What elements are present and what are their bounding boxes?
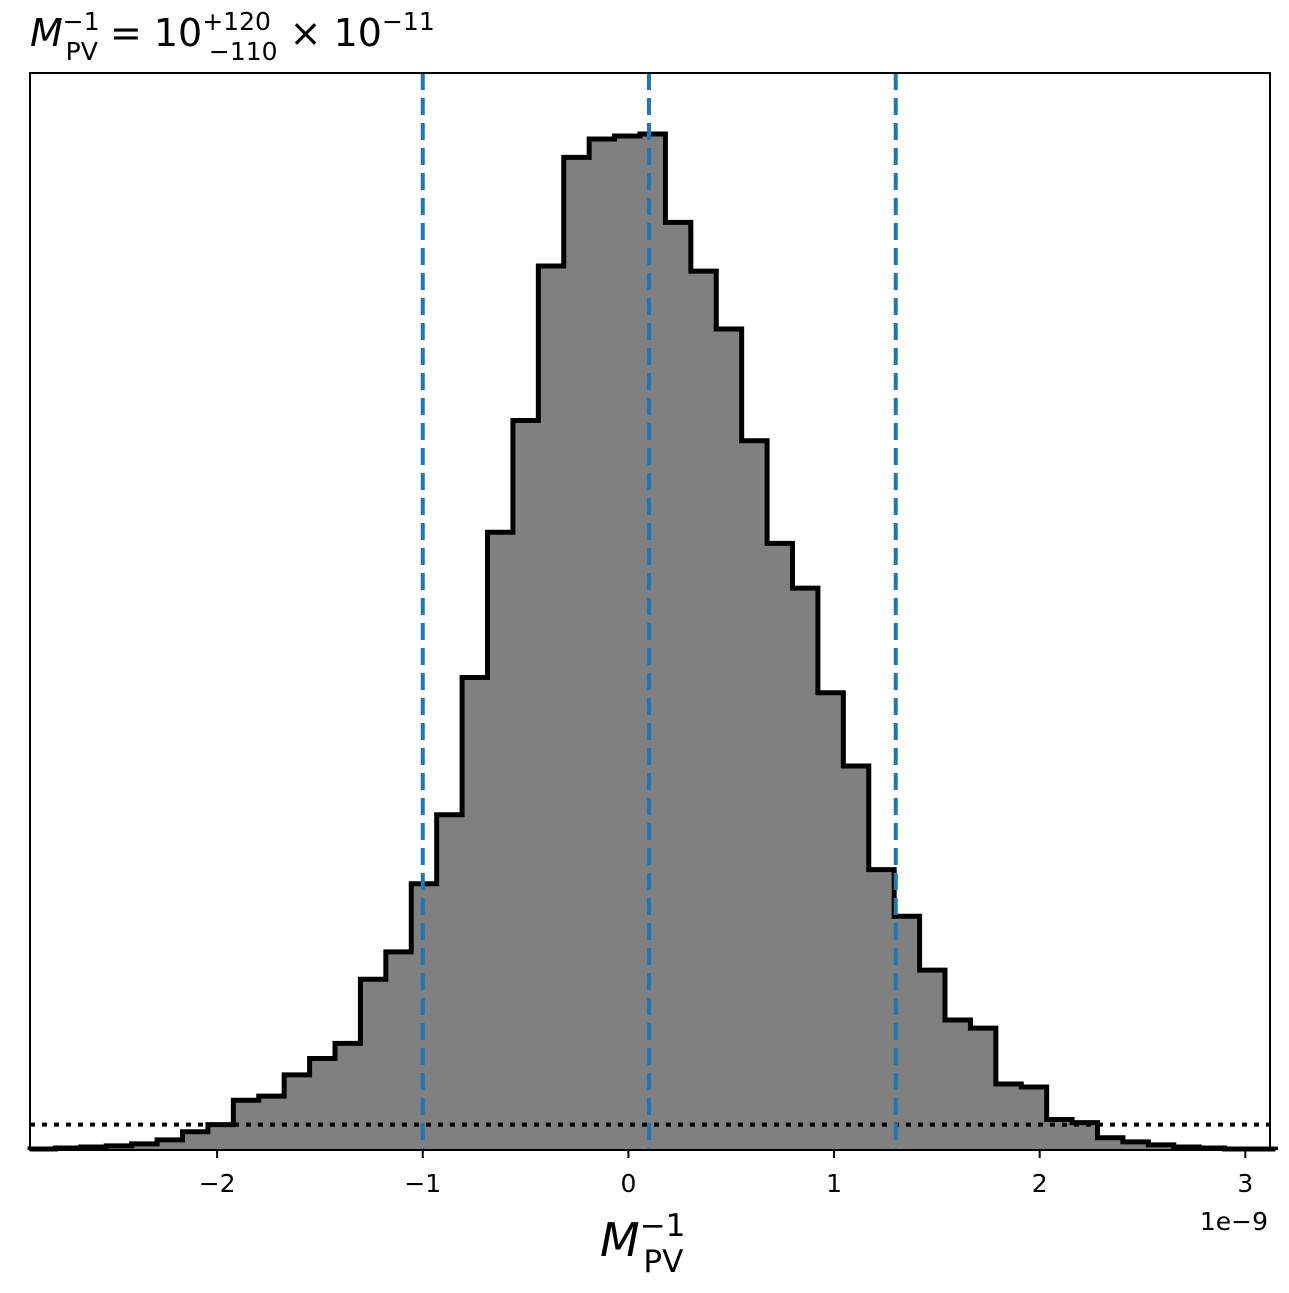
histogram-bar bbox=[563, 157, 590, 1151]
histogram-bar bbox=[538, 266, 565, 1150]
title-scale-exp: −11 bbox=[382, 7, 435, 36]
histogram-bar bbox=[1148, 1144, 1175, 1150]
histogram-bar bbox=[309, 1058, 336, 1150]
title-err-minus: −110 bbox=[209, 37, 278, 66]
histogram-bar bbox=[284, 1074, 311, 1150]
histogram-bar bbox=[207, 1124, 234, 1150]
histogram-bar bbox=[487, 532, 514, 1150]
histogram-bar bbox=[1072, 1122, 1099, 1150]
x-tick-label: 1 bbox=[826, 1169, 842, 1198]
histogram-bar bbox=[360, 979, 387, 1150]
histogram-bar bbox=[436, 814, 463, 1150]
histogram-bar bbox=[335, 1043, 362, 1150]
histogram-bar bbox=[919, 970, 946, 1150]
xlabel-symbol: M bbox=[600, 1213, 640, 1267]
title-equals: = bbox=[110, 11, 142, 55]
x-ticks: −2 −1 0 1 2 3 bbox=[199, 1150, 1253, 1198]
histogram-bar bbox=[614, 135, 641, 1151]
histogram-bar bbox=[741, 440, 768, 1150]
histogram-bar bbox=[767, 543, 794, 1150]
histogram-bar bbox=[157, 1139, 184, 1150]
histogram-bar bbox=[512, 420, 539, 1151]
xlabel-symbol-sup: −1 bbox=[640, 1208, 686, 1244]
histogram-bar bbox=[462, 677, 489, 1150]
histogram-outline bbox=[27, 131, 1278, 1152]
plot-area bbox=[27, 73, 1278, 1152]
histogram-bar bbox=[817, 692, 844, 1150]
x-tick-label: −1 bbox=[404, 1169, 441, 1198]
histogram-bar bbox=[716, 329, 743, 1150]
histogram-bar bbox=[792, 588, 819, 1150]
histogram-bar bbox=[589, 139, 616, 1150]
title-base: 10 bbox=[154, 11, 202, 55]
x-axis-label: M−1 PV bbox=[600, 1208, 685, 1280]
title-times: × bbox=[290, 11, 322, 55]
histogram-bar bbox=[690, 271, 717, 1151]
axes-frame bbox=[29, 72, 1271, 1151]
histogram-bar bbox=[894, 916, 921, 1150]
histogram-bar bbox=[640, 133, 667, 1150]
x-tick-label: −2 bbox=[199, 1169, 236, 1198]
x-tick-label: 2 bbox=[1032, 1169, 1048, 1198]
chart-title: M−1 PV = 10+120 −110 × 10−11 bbox=[30, 7, 435, 66]
x-offset-label: 1e−9 bbox=[1200, 1207, 1268, 1236]
histogram-bar bbox=[945, 1019, 972, 1150]
xlabel-symbol-sub: PV bbox=[643, 1244, 683, 1280]
histogram-bar bbox=[1122, 1141, 1149, 1150]
histogram-bar bbox=[970, 1028, 997, 1150]
histogram-bar bbox=[995, 1083, 1022, 1150]
histogram-bar bbox=[385, 951, 412, 1150]
histogram-bar bbox=[182, 1131, 209, 1150]
x-tick-label: 0 bbox=[620, 1169, 636, 1198]
title-scale-base: 10 bbox=[334, 11, 382, 55]
title-err-plus: +120 bbox=[202, 7, 271, 36]
histogram-bar bbox=[665, 222, 692, 1150]
histogram-bar bbox=[131, 1143, 158, 1150]
title-symbol-sub: PV bbox=[66, 37, 98, 66]
histogram-bar bbox=[843, 765, 870, 1150]
histogram-bar bbox=[1097, 1137, 1124, 1150]
title-symbol: M bbox=[30, 11, 63, 55]
histogram-bar bbox=[868, 869, 895, 1150]
histogram-bar bbox=[1021, 1087, 1048, 1150]
x-tick-label: 3 bbox=[1237, 1169, 1253, 1198]
title-symbol-sup: −1 bbox=[63, 7, 100, 36]
